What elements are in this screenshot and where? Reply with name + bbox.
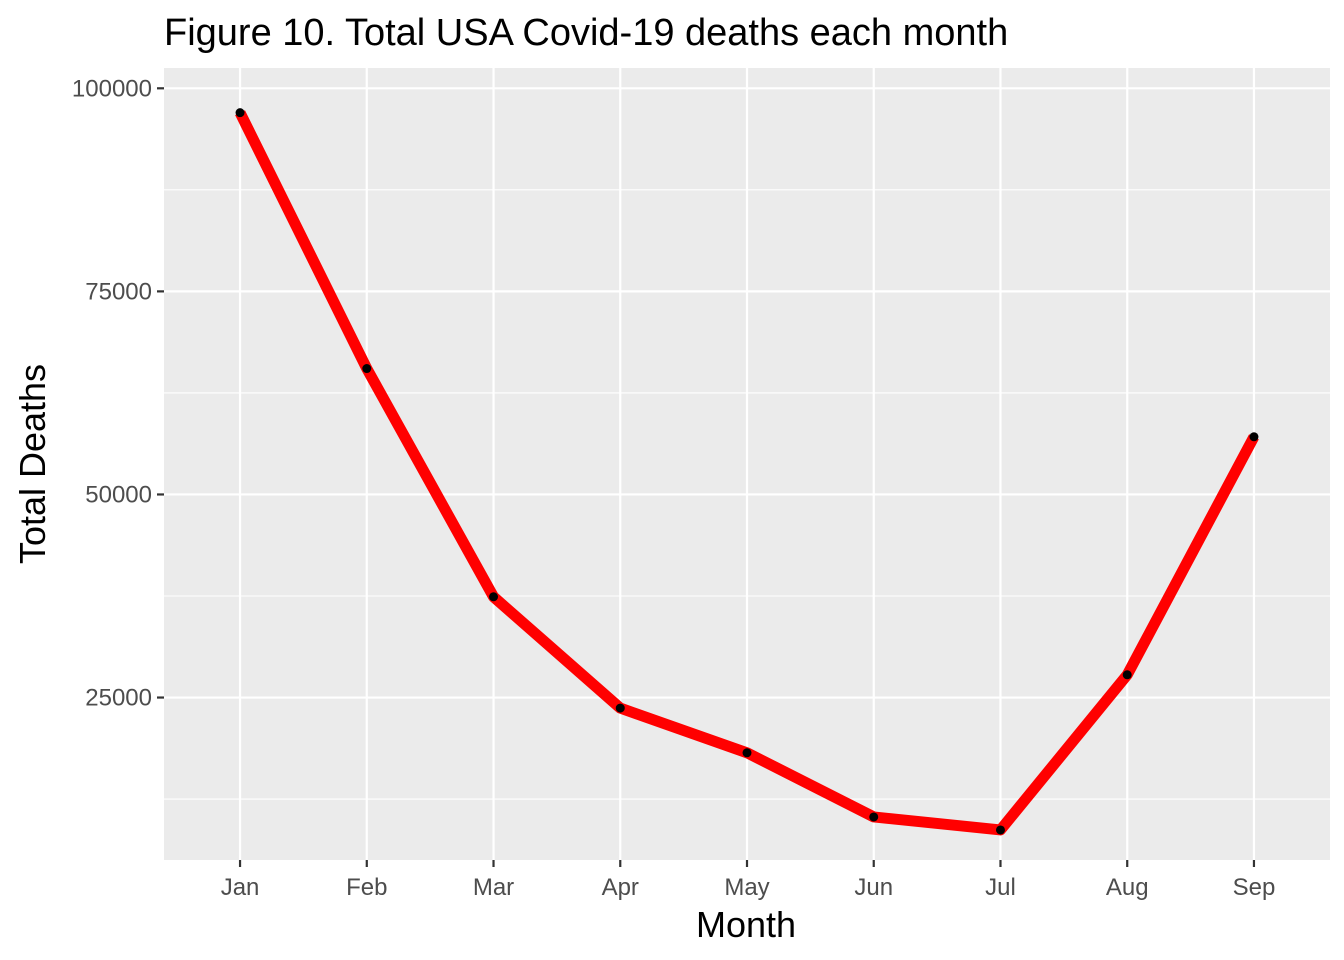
x-tick-label: Feb — [346, 874, 387, 901]
data-point — [869, 812, 879, 822]
x-tick-label: Aug — [1106, 874, 1149, 901]
x-axis-title: Month — [696, 904, 796, 945]
data-point — [742, 748, 752, 758]
series-layer — [235, 108, 1259, 836]
data-point — [1122, 670, 1132, 680]
x-tick-label: Mar — [473, 874, 514, 901]
y-tick-label: 25000 — [85, 685, 152, 712]
y-tick-label: 100000 — [72, 75, 152, 102]
x-tick-label: Sep — [1233, 874, 1276, 901]
x-tick-label: May — [724, 874, 769, 901]
x-tick-label: Apr — [602, 874, 639, 901]
data-point — [362, 364, 372, 374]
data-point — [995, 825, 1005, 835]
data-point — [615, 703, 625, 713]
data-point — [489, 592, 499, 602]
x-tick-label: Jan — [221, 874, 260, 901]
y-tick-label: 75000 — [85, 278, 152, 305]
data-point — [235, 108, 245, 118]
x-axis: Jan Feb Mar Apr May Jun Jul Aug Sep — [221, 860, 1276, 901]
y-tick-label: 50000 — [85, 481, 152, 508]
x-tick-label: Jun — [854, 874, 893, 901]
major-gridlines — [164, 68, 1330, 860]
x-tick-label: Jul — [985, 874, 1016, 901]
chart-title: Figure 10. Total USA Covid-19 deaths eac… — [164, 12, 1008, 54]
data-point — [1249, 432, 1259, 442]
y-axis: 25000 50000 75000 100000 — [72, 75, 164, 712]
y-axis-title: Total Deaths — [12, 364, 53, 564]
